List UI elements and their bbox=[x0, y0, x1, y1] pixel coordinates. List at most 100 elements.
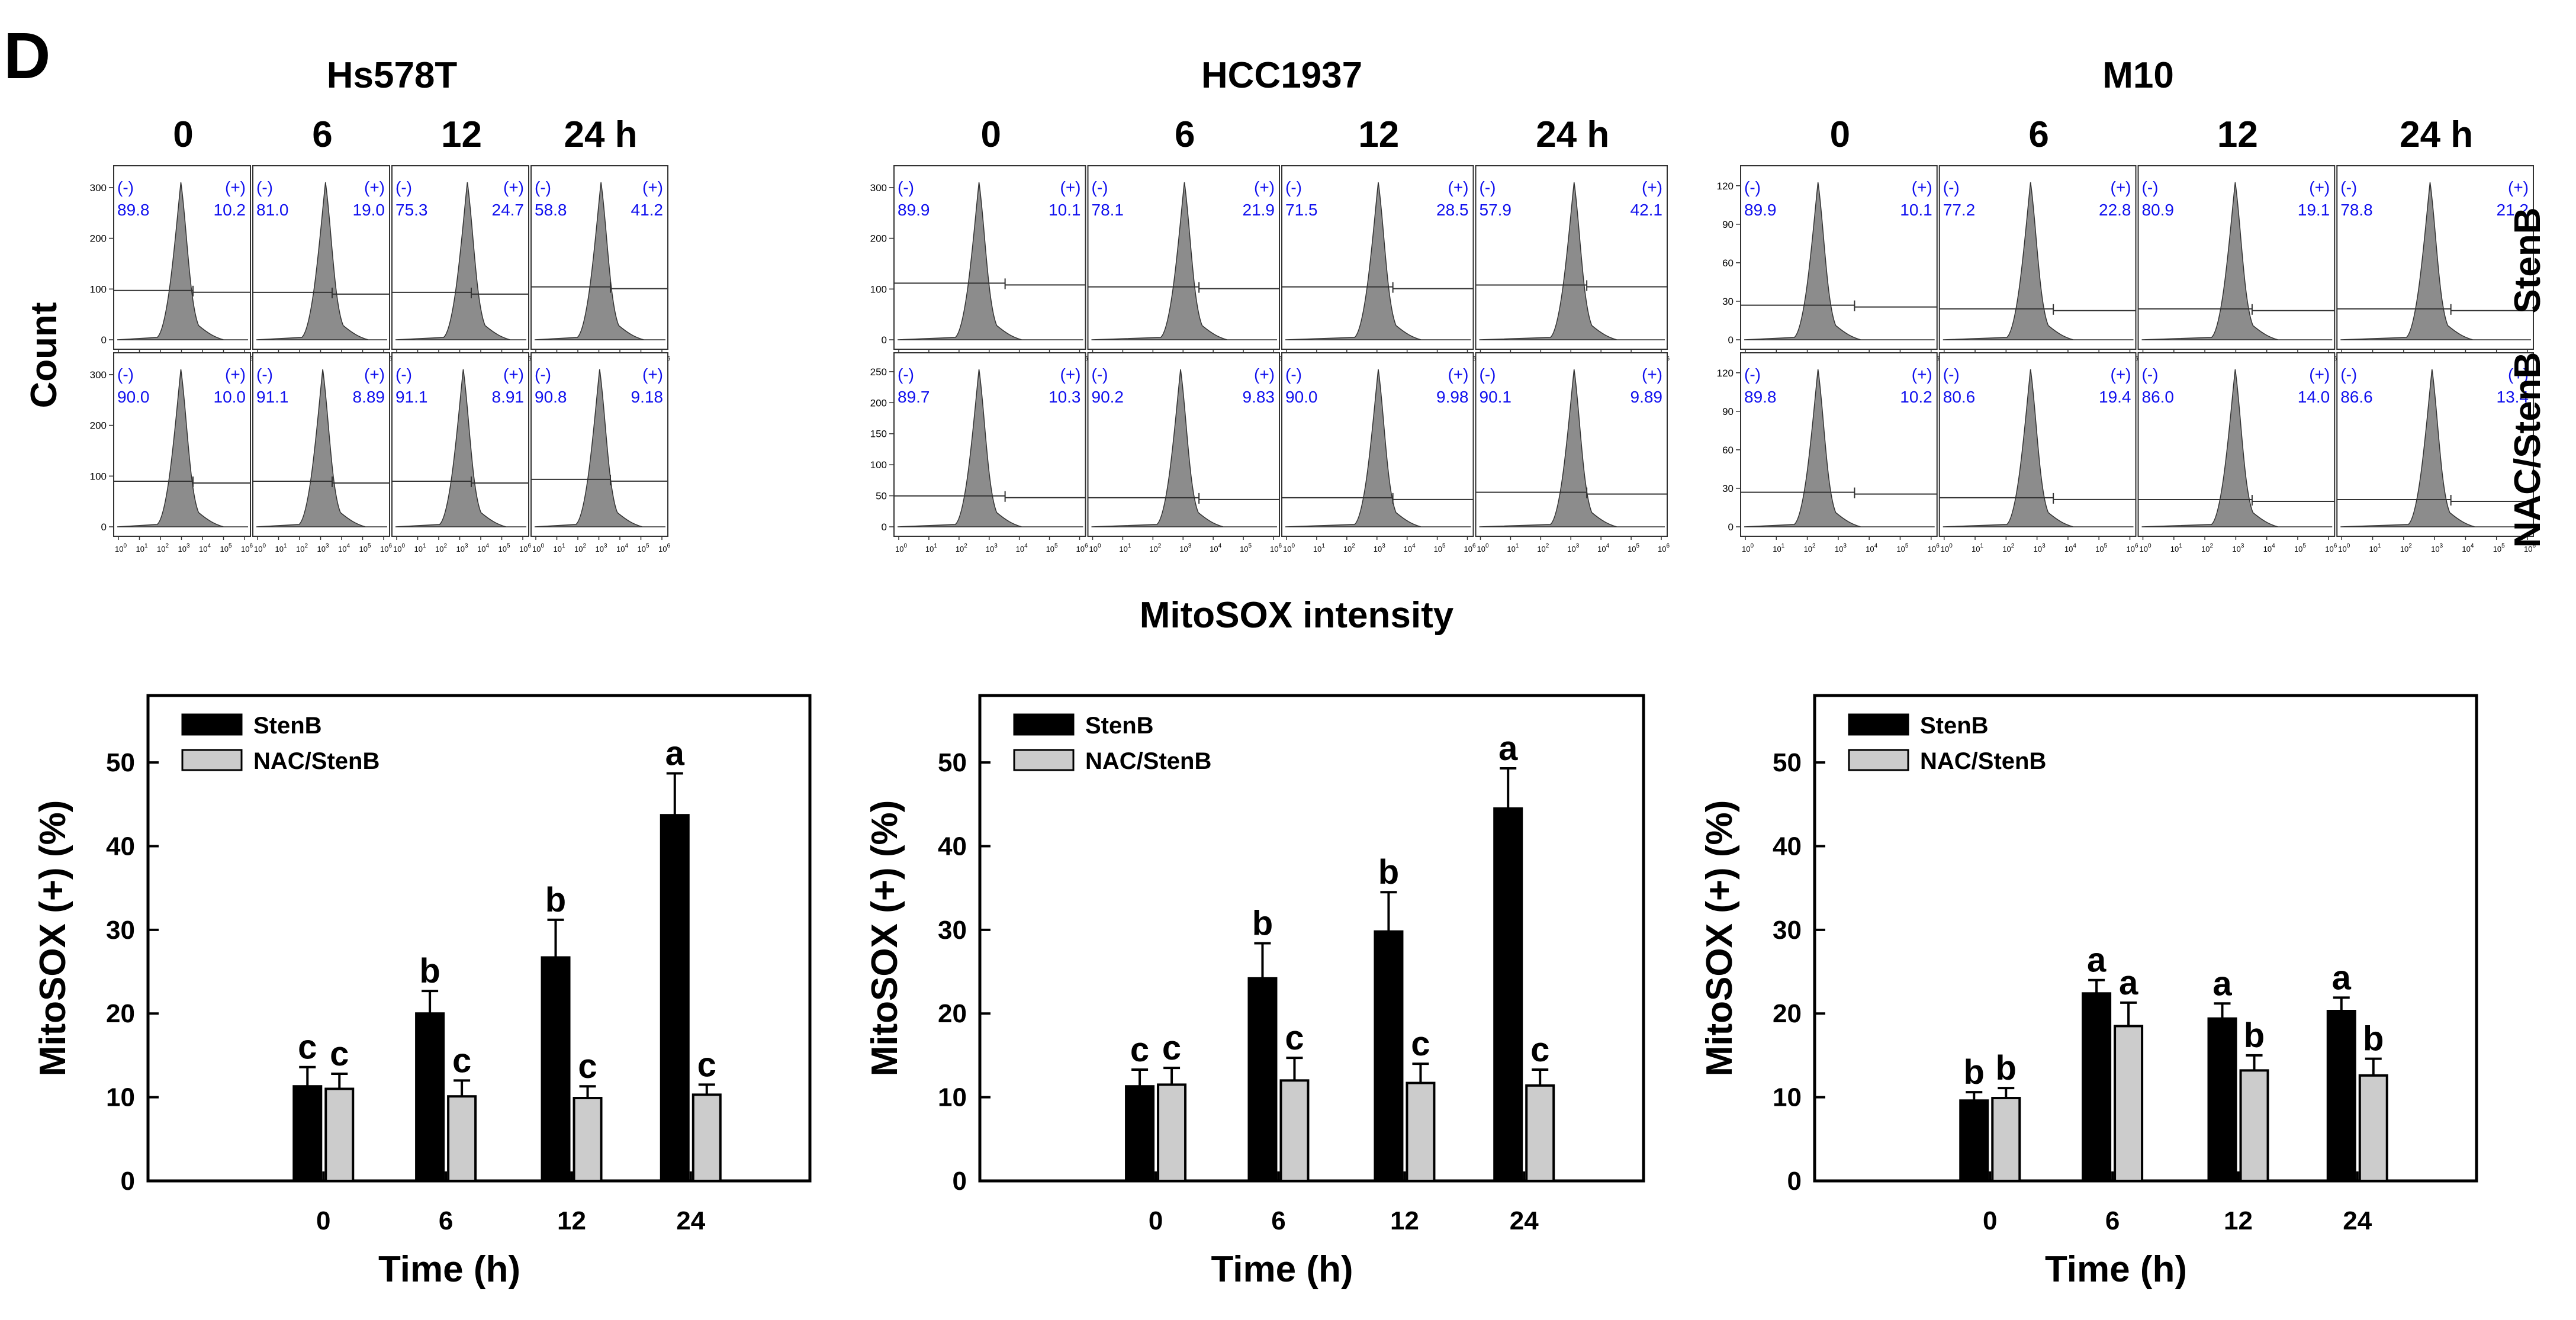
timepoint-label: 12 bbox=[441, 114, 482, 155]
bar bbox=[415, 1012, 445, 1182]
gate-label-positive: (+) bbox=[1254, 365, 1275, 384]
x-tick-label: 106 bbox=[1270, 543, 1282, 553]
histogram-peak bbox=[1479, 182, 1665, 340]
significance-letter: b bbox=[2244, 1016, 2265, 1055]
gate-label-positive: (+) bbox=[225, 178, 246, 197]
x-tick-label: 101 bbox=[1313, 543, 1325, 553]
x-tick-exponent: 2 bbox=[583, 543, 586, 549]
y-tick-label: 200 bbox=[90, 233, 107, 244]
bar bbox=[692, 1093, 722, 1182]
timepoint-label: 24 h bbox=[564, 114, 637, 155]
x-tick-exponent: 0 bbox=[401, 543, 405, 549]
histogram-peak bbox=[1943, 369, 2134, 527]
x-tick-exponent: 6 bbox=[1936, 356, 1940, 362]
x-tick-exponent: 3 bbox=[1576, 543, 1580, 549]
x-tick-exponent: 6 bbox=[1936, 543, 1940, 549]
histogram-panel: (-)(+)78.821.2100101102103104105106 bbox=[2336, 165, 2536, 366]
x-tick-label: 6 bbox=[439, 1206, 453, 1235]
x-tick-exponent: 3 bbox=[2241, 543, 2244, 549]
x-tick-exponent: 6 bbox=[1666, 356, 1670, 362]
significance-letter: a bbox=[1498, 729, 1518, 768]
x-tick-exponent: 6 bbox=[1472, 543, 1476, 549]
gate-label-positive: (+) bbox=[2508, 365, 2529, 384]
significance-letter: a bbox=[2087, 941, 2107, 980]
legend-label: StenB bbox=[253, 713, 322, 739]
x-tick-exponent: 4 bbox=[1412, 543, 1416, 549]
legend-label: NAC/StenB bbox=[253, 748, 380, 774]
x-axis-label: Time (h) bbox=[2045, 1249, 2187, 1290]
y-tick-label: 120 bbox=[1717, 368, 1734, 379]
histogram-frame bbox=[1740, 165, 1938, 350]
histogram-peak bbox=[395, 182, 526, 340]
x-tick-label: 106 bbox=[241, 543, 253, 553]
x-tick-label: 104 bbox=[1210, 543, 1221, 553]
gate-label-negative: (-) bbox=[1943, 178, 1960, 197]
x-tick-exponent: 3 bbox=[994, 543, 998, 549]
x-tick-label: 101 bbox=[2170, 543, 2182, 553]
x-tick-label: 104 bbox=[477, 543, 489, 553]
bar bbox=[324, 1087, 355, 1183]
x-tick-label: 103 bbox=[986, 543, 998, 553]
bar bbox=[1157, 1083, 1187, 1183]
x-tick-label: 102 bbox=[2002, 543, 2014, 553]
timepoint-label: 12 bbox=[2217, 114, 2258, 155]
histogram-peak bbox=[1091, 369, 1277, 527]
bar bbox=[2207, 1017, 2237, 1182]
percent-negative: 75.3 bbox=[395, 201, 428, 219]
histogram-peak bbox=[1479, 369, 1665, 527]
histogram-peak bbox=[117, 182, 248, 340]
gate-label-negative: (-) bbox=[1285, 178, 1302, 197]
significance-letter: a bbox=[2332, 958, 2352, 997]
x-tick-exponent: 1 bbox=[284, 543, 287, 549]
x-tick-exponent: 4 bbox=[346, 543, 350, 549]
x-tick-label: 104 bbox=[2263, 543, 2275, 553]
x-tick-label: 104 bbox=[1404, 543, 1416, 553]
significance-letter: a bbox=[2119, 964, 2138, 1002]
x-tick-label: 103 bbox=[2232, 543, 2244, 553]
x-tick-label: 101 bbox=[1119, 543, 1131, 553]
x-tick-label: 103 bbox=[456, 543, 468, 553]
gate-label-positive: (+) bbox=[503, 178, 524, 197]
x-tick-label: 102 bbox=[2201, 543, 2213, 553]
x-tick-exponent: 2 bbox=[304, 543, 308, 549]
x-axis-label: Time (h) bbox=[1211, 1249, 1353, 1290]
x-tick-exponent: 3 bbox=[1188, 543, 1192, 549]
histogram-peak bbox=[256, 182, 387, 340]
x-tick-exponent: 2 bbox=[2408, 543, 2412, 549]
legend-label: StenB bbox=[1085, 713, 1154, 739]
x-tick-exponent: 6 bbox=[1085, 356, 1088, 362]
significance-letter: a bbox=[2212, 964, 2232, 1003]
x-tick-exponent: 5 bbox=[1905, 543, 1909, 549]
x-tick-label: 105 bbox=[220, 543, 232, 553]
histogram-peak bbox=[1285, 182, 1471, 340]
plot-frame bbox=[146, 694, 812, 1183]
y-tick-label: 100 bbox=[90, 284, 107, 295]
significance-letter: c bbox=[578, 1047, 597, 1086]
x-tick-label: 100 bbox=[1941, 543, 1953, 553]
x-tick-label: 12 bbox=[2224, 1206, 2253, 1235]
x-tick-label: 100 bbox=[895, 543, 907, 553]
percent-positive: 10.0 bbox=[214, 388, 246, 406]
gate-label-positive: (+) bbox=[2508, 178, 2529, 197]
x-tick-label: 105 bbox=[2493, 543, 2505, 553]
x-tick-label: 103 bbox=[596, 543, 607, 553]
percent-positive: 19.4 bbox=[2099, 388, 2131, 406]
x-tick-label: 6 bbox=[2105, 1206, 2120, 1235]
x-tick-label: 106 bbox=[1076, 543, 1088, 553]
x-tick-label: 24 bbox=[2343, 1206, 2372, 1235]
y-tick-label: 200 bbox=[870, 233, 887, 244]
x-tick-exponent: 2 bbox=[2210, 543, 2214, 549]
significance-letter: b bbox=[545, 881, 566, 919]
y-tick-label: 50 bbox=[876, 491, 887, 502]
x-tick-label: 0 bbox=[1149, 1206, 1163, 1235]
histogram-panel: (-)(+)89.810.201002003001001011021031041… bbox=[90, 165, 253, 366]
histogram-peak bbox=[1744, 369, 1935, 527]
y-tick-label: 30 bbox=[106, 916, 135, 945]
x-tick-exponent: 1 bbox=[1321, 543, 1325, 549]
gate-label-negative: (-) bbox=[2142, 365, 2159, 384]
percent-negative: 90.0 bbox=[1285, 388, 1318, 406]
x-tick-label: 105 bbox=[359, 543, 371, 553]
x-tick-exponent: 4 bbox=[1024, 543, 1028, 549]
